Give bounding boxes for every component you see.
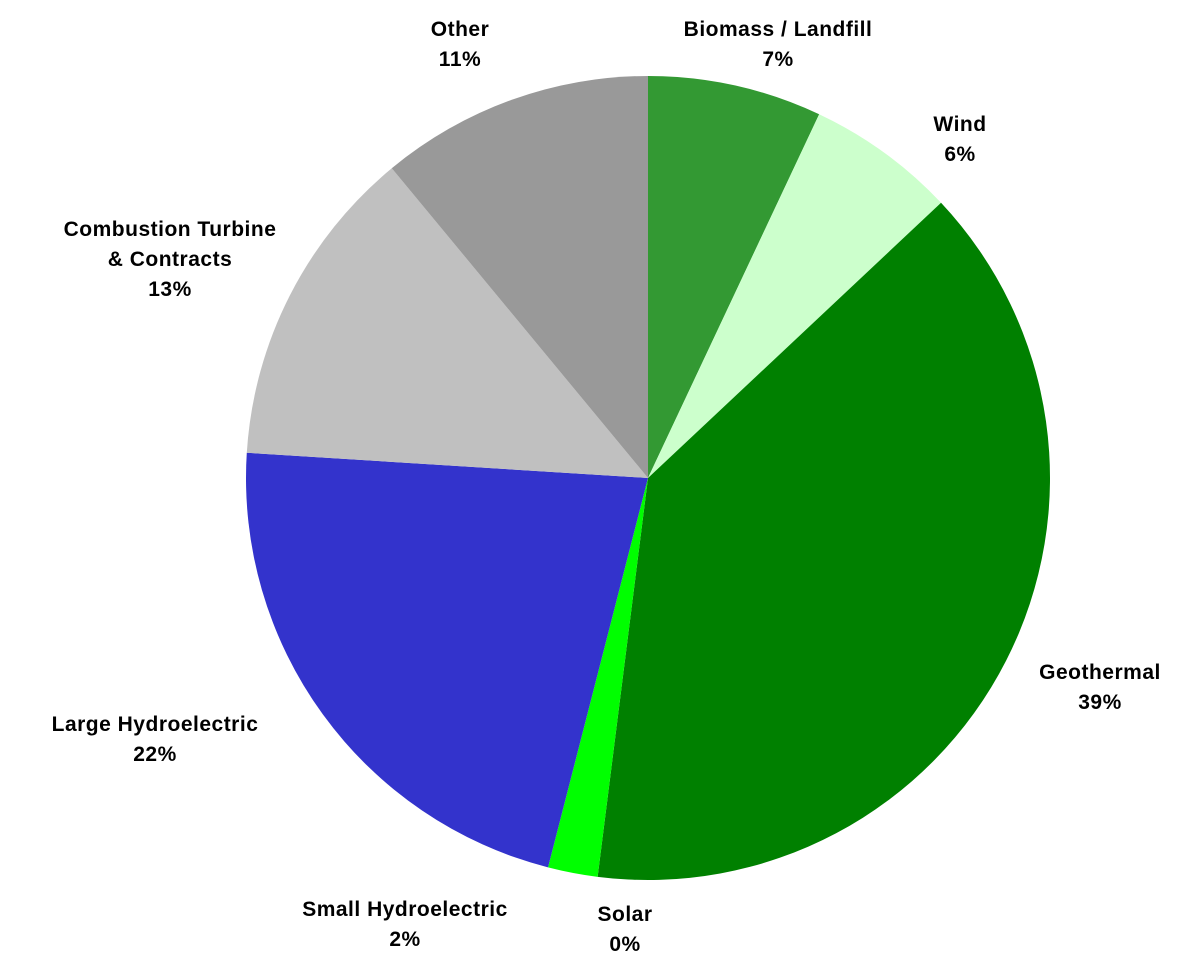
slice-label: Small Hydroelectric 2% [302,895,508,955]
category-label: Other [430,18,490,41]
category-label: Solar [597,903,653,926]
slice-label: Biomass / Landfill 7% [684,15,873,75]
value-label: 39% [1078,691,1122,714]
category-label: Biomass / Landfill [683,18,873,41]
slice-label: Wind 6% [933,110,986,170]
value-label: 2% [389,928,421,951]
category-label: Small Hydroelectric [302,898,508,921]
category-label: Geothermal [1039,661,1161,684]
pie-slice [548,478,648,877]
value-label: 7% [762,48,794,71]
slice-label: Geothermal 39% [1039,658,1161,718]
value-label: 22% [133,743,177,766]
value-label: 0% [609,933,641,956]
pie-slice [597,202,1051,881]
value-label: 6% [944,143,976,166]
pie-slice [648,114,942,478]
slice-label: Solar 0% [597,900,652,960]
slice-label: Combustion Turbine & Contracts 13% [64,215,277,305]
value-label: 13% [148,278,192,301]
pie-slice [648,76,820,478]
category-label: Large Hydroelectric [51,713,259,736]
value-label: 11% [438,48,482,71]
category-label: Wind [933,113,987,136]
pie-slice [246,452,649,868]
pie-slice [246,168,648,479]
category-label: Combustion Turbine & Contracts [63,218,277,271]
slice-label: Large Hydroelectric 22% [52,710,259,770]
slice-label: Other 11% [431,15,490,75]
pie-slice [391,76,648,478]
